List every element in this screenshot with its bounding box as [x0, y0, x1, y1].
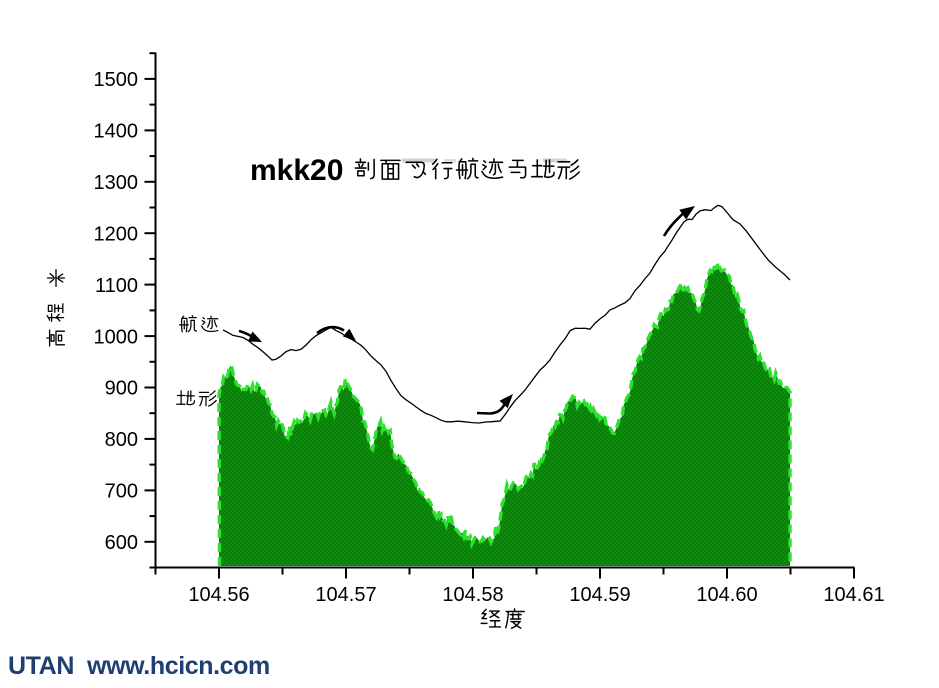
svg-text:600: 600: [105, 532, 138, 554]
svg-text:mkk20: mkk20: [250, 154, 343, 187]
svg-text:104.57: 104.57: [315, 584, 376, 606]
svg-text:104.61: 104.61: [823, 584, 884, 606]
svg-text:104.60: 104.60: [696, 584, 757, 606]
svg-text:104.58: 104.58: [442, 584, 503, 606]
svg-text:900: 900: [105, 378, 138, 400]
svg-text:800: 800: [105, 429, 138, 451]
svg-text:1400: 1400: [94, 121, 139, 143]
svg-text:1000: 1000: [94, 326, 139, 348]
svg-text:1200: 1200: [94, 223, 139, 245]
svg-text:104.56: 104.56: [188, 584, 249, 606]
svg-text:UTAN www.hcicn.com: UTAN www.hcicn.com: [8, 652, 270, 680]
svg-text:104.59: 104.59: [569, 584, 630, 606]
svg-text:1100: 1100: [95, 275, 138, 297]
svg-text:700: 700: [105, 481, 138, 503]
svg-text:1300: 1300: [94, 172, 139, 194]
svg-text:1500: 1500: [94, 69, 139, 91]
